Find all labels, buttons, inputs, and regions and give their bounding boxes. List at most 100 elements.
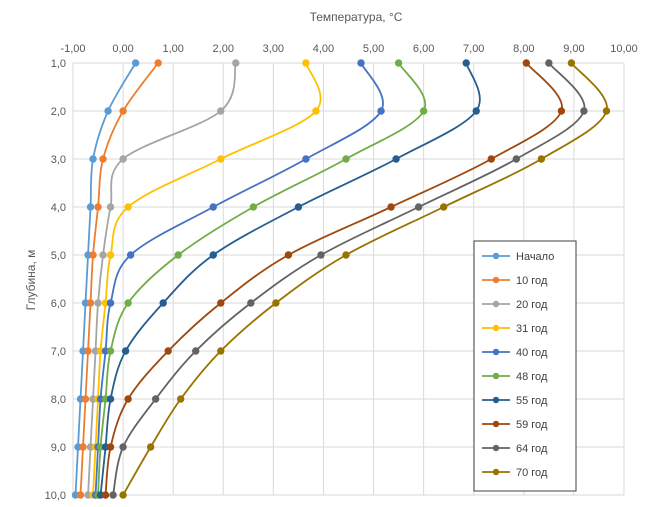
data-point [154, 59, 162, 67]
data-point [387, 203, 395, 211]
data-point [284, 251, 293, 259]
data-point [209, 251, 217, 259]
data-point [217, 347, 225, 355]
legend-label: 10 год [516, 275, 548, 287]
x-tick-label: 5,00 [363, 43, 384, 55]
y-tick-label: 9,0 [51, 442, 66, 454]
legend-swatch-marker [492, 348, 500, 356]
data-point [462, 59, 470, 67]
legend-item: 10 год [482, 275, 548, 287]
data-point [217, 155, 225, 163]
y-tick-label: 4,0 [51, 202, 66, 214]
data-point [106, 203, 115, 211]
series-line [122, 62, 608, 496]
legend-label: Начало [516, 251, 554, 263]
data-point [106, 443, 115, 451]
data-point [487, 155, 495, 163]
x-tick-label: 10,00 [610, 43, 638, 55]
y-tick-label: 5,0 [51, 250, 66, 262]
data-point [99, 155, 107, 163]
legend-swatch-marker [492, 252, 500, 260]
series-line [87, 62, 237, 496]
series-line [99, 62, 481, 496]
data-point [124, 203, 132, 211]
data-point [119, 155, 127, 163]
data-point [302, 59, 310, 67]
y-tick-label: 2,0 [51, 106, 66, 118]
data-point [580, 107, 588, 115]
legend-label: 59 год [516, 419, 548, 431]
data-point [119, 107, 127, 115]
data-point [159, 299, 167, 307]
data-point [377, 107, 385, 115]
data-point [119, 491, 127, 499]
data-point [106, 251, 115, 259]
y-tick-label: 1,0 [51, 58, 66, 70]
data-point [472, 107, 480, 115]
data-point [151, 395, 160, 403]
data-point [394, 59, 403, 67]
series-line [97, 62, 427, 496]
series-line [94, 62, 384, 496]
series-9 [109, 59, 588, 499]
data-point [89, 155, 97, 163]
data-point [124, 299, 132, 307]
data-point [106, 395, 115, 403]
data-point [557, 107, 566, 115]
data-point [119, 443, 127, 451]
legend-item: 70 год [482, 467, 548, 479]
data-point [86, 299, 95, 307]
data-point [522, 59, 531, 67]
x-tick-label: 4,00 [313, 43, 334, 55]
data-point [192, 347, 200, 355]
data-point [312, 107, 320, 115]
legend-label: 20 год [516, 299, 548, 311]
series-line [74, 62, 137, 496]
data-point [217, 107, 225, 115]
data-point [124, 395, 132, 403]
legend-swatch-marker [492, 468, 500, 476]
legend-box [473, 240, 577, 492]
series-5 [91, 59, 385, 499]
legend-label: 55 год [516, 395, 548, 407]
data-point [414, 203, 423, 211]
data-point [217, 299, 225, 307]
y-tick-label: 6,0 [51, 298, 66, 310]
series-10 [119, 59, 611, 499]
legend-swatch-marker [492, 324, 500, 332]
data-point [84, 347, 92, 355]
legend-item: 55 год [482, 395, 548, 407]
legend-swatch-marker [492, 396, 500, 404]
legend-item: 40 год [482, 347, 548, 359]
x-tick-label: 7,00 [463, 43, 484, 55]
data-point [174, 251, 182, 259]
y-tick-label: 7,0 [51, 346, 66, 358]
y-tick-label: 10,0 [45, 490, 66, 502]
legend-item: 31 год [482, 323, 548, 335]
y-tick-label: 8,0 [51, 394, 66, 406]
series-line [104, 62, 563, 496]
legend-item: 48 год [482, 371, 548, 383]
data-point [164, 347, 172, 355]
data-point [357, 59, 365, 67]
grid [72, 62, 625, 496]
x-tick-label: 9,00 [563, 43, 584, 55]
data-point [104, 107, 112, 115]
legend-item: 59 год [482, 419, 548, 431]
legend-swatch-marker [492, 276, 500, 284]
series-1 [71, 59, 140, 499]
x-tick-label: 6,00 [413, 43, 434, 55]
data-point [81, 395, 90, 403]
data-point [101, 491, 110, 499]
series-line [112, 62, 586, 496]
data-point [342, 251, 350, 259]
data-point [249, 203, 258, 211]
series-7 [96, 59, 481, 499]
legend-swatch-marker [492, 300, 500, 308]
data-point [317, 251, 325, 259]
series-2 [76, 59, 162, 499]
legend-label: 70 год [516, 467, 548, 479]
data-point [76, 491, 85, 499]
